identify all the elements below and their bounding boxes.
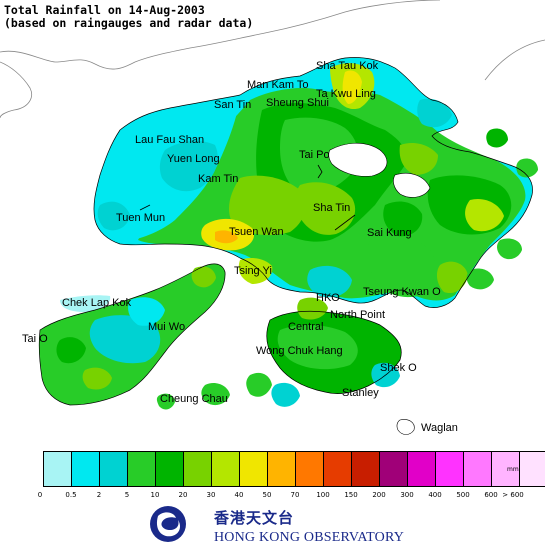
legend-swatch [72,452,100,486]
place-sha-tau-kok: Sha Tau Kok [316,60,379,72]
legend-tick-label: > 600 [502,491,524,499]
legend-swatch [240,452,268,486]
legend-swatch [100,452,128,486]
legend-tick-label: 400 [428,491,442,499]
place-tai-po: Tai Po [299,149,330,161]
place-san-tin: San Tin [214,99,252,111]
legend-swatch [324,452,352,486]
legend-swatch [184,452,212,486]
place-sheung-shui: Sheung Shui [266,97,329,109]
place-waglan: Waglan [421,422,458,434]
legend-tick-label: 2 [96,491,102,499]
hko-logo [150,506,186,542]
place-sha-tin: Sha Tin [313,202,351,214]
legend-swatch [464,452,492,486]
logo-english-text: HONG KONG OBSERVATORY [214,530,405,545]
legend-swatch [128,452,156,486]
legend-swatch [380,452,408,486]
map-title-line1: Total Rainfall on 14-Aug-2003 [4,3,205,17]
place-tsuen-wan: Tsuen Wan [229,226,284,238]
legend-tick-label: 0 [37,491,43,499]
place-tsing-yi: Tsing Yi [234,265,272,277]
place-stanley: Stanley [342,387,379,399]
legend-swatch [296,452,324,486]
legend-tick-label: 50 [262,491,272,499]
place-north-point: North Point [330,309,386,321]
place-tuen-mun: Tuen Mun [116,212,166,224]
legend-swatch [44,452,72,486]
legend-swatch [156,452,184,486]
legend-swatch [212,452,240,486]
legend-tick-label: 0.5 [65,491,77,499]
place-wong-chuk-hang: Wong Chuk Hang [256,345,343,357]
legend-tick-label: 10 [150,491,160,499]
legend-tick-label: 500 [456,491,470,499]
legend-swatch [492,452,520,486]
mainland-coastline [0,0,441,70]
place-central: Central [288,321,324,333]
place-tseung-kwan-o: Tseung Kwan O [363,286,441,298]
place-lau-fau-shan: Lau Fau Shan [135,134,205,146]
legend-tick-label: 100 [316,491,330,499]
legend-tick-label: 200 [372,491,386,499]
place-tai-o: Tai O [22,333,48,345]
legend-tick-label: 40 [234,491,244,499]
legend-swatch [520,452,545,486]
legend-swatch [408,452,436,486]
legend-tick-label: 20 [178,491,188,499]
place-cheung-chau: Cheung Chau [160,393,228,405]
place-mui-wo: Mui Wo [148,321,186,333]
place-man-kam-to: Man Kam To [247,79,309,91]
place-hko: HKO [316,292,340,304]
rainfall-map [0,0,545,435]
legend-tick-label: 5 [124,491,130,499]
logo-chinese-text: 香港天文台 [214,509,295,527]
legend-swatch [268,452,296,486]
legend-tick-label: 70 [290,491,300,499]
legend-tick-label: 300 [400,491,414,499]
tolo-harbour [328,142,388,177]
legend-tick-label: 600 [484,491,498,499]
legend-tick-label: 150 [344,491,358,499]
place-ta-kwu-ling: Ta Kwu Ling [316,88,376,100]
map-title-line2: (based on raingauges and radar data) [4,16,254,30]
legend-tick-label: 30 [206,491,216,499]
legend-unit: mm [507,466,519,473]
place-chek-lap-kok: Chek Lap Kok [62,297,132,309]
legend-swatch [352,452,380,486]
place-sai-kung: Sai Kung [367,227,412,239]
place-yuen-long: Yuen Long [167,153,220,165]
place-kam-tin: Kam Tin [198,173,239,185]
legend-swatch [436,452,464,486]
rainfall-legend-bar [43,451,545,487]
place-shek-o: Shek O [380,362,417,374]
